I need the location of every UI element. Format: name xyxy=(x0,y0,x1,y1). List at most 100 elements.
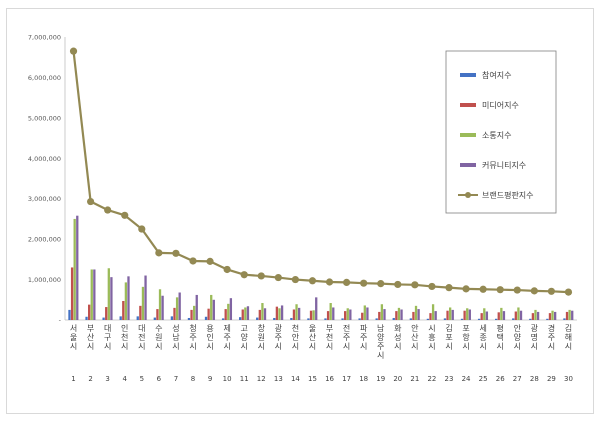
bar-4-13 xyxy=(280,305,284,320)
bar-4-4 xyxy=(127,276,130,320)
bar-2-5 xyxy=(139,305,142,320)
y-tick-label: 4,000,000 xyxy=(28,155,61,163)
y-tick-label: 7,000,000 xyxy=(28,34,61,42)
bar-3-28 xyxy=(534,309,537,320)
chart-frame: - 1,000,000 2,000,000 3,000,000 4,000,000 5,0… xyxy=(6,8,594,414)
line-point-26 xyxy=(496,286,504,294)
bar-3-19 xyxy=(380,304,384,320)
bar-3-26 xyxy=(500,307,503,320)
bar-1-16 xyxy=(324,318,327,320)
rank-label: 16 xyxy=(325,375,334,383)
line-series xyxy=(69,47,573,296)
y-tick-label: 6,000,000 xyxy=(28,74,61,82)
rank-label: 14 xyxy=(291,375,300,383)
bar-3-21 xyxy=(414,305,418,320)
bar-1-17 xyxy=(341,318,344,320)
bar-3-7 xyxy=(175,297,179,320)
bar-4-18 xyxy=(366,307,369,320)
line-point-3 xyxy=(104,206,112,214)
bar-1-21 xyxy=(409,318,412,320)
bar-3-24 xyxy=(466,308,469,320)
y-tick-label: 3,000,000 xyxy=(28,195,61,203)
bar-3-5 xyxy=(141,286,145,320)
line-point-6 xyxy=(155,249,163,257)
rank-label: 3 xyxy=(105,375,109,383)
y-tick-label: 2,000,000 xyxy=(28,236,61,244)
bar-2-13 xyxy=(275,306,279,320)
rank-label: 6 xyxy=(157,375,162,383)
legend-line-marker xyxy=(465,192,471,198)
bar-1-7 xyxy=(170,316,174,320)
bar-2-22 xyxy=(429,313,432,320)
bar-1-3 xyxy=(102,317,105,320)
rank-label: 23 xyxy=(445,375,454,383)
bar-2-7 xyxy=(173,307,176,320)
line-point-19 xyxy=(377,280,385,288)
bar-4-17 xyxy=(349,309,352,320)
bar-4-19 xyxy=(383,309,386,320)
legend-swatch-3 xyxy=(460,133,476,137)
bar-3-11 xyxy=(244,307,247,320)
bar-1-1 xyxy=(68,309,71,320)
bar-4-15 xyxy=(315,297,318,320)
bar-1-22 xyxy=(426,318,430,320)
rank-label: 30 xyxy=(564,375,573,383)
line-point-11 xyxy=(240,271,248,279)
bar-3-2 xyxy=(90,269,93,320)
rank-label: 27 xyxy=(513,375,522,383)
line-point-20 xyxy=(394,280,402,289)
rank-label: 9 xyxy=(208,375,212,383)
bar-4-28 xyxy=(536,311,540,320)
rank-label: 21 xyxy=(410,375,419,383)
bar-4-5 xyxy=(144,275,147,320)
bar-1-5 xyxy=(136,316,139,320)
line-point-29 xyxy=(547,287,556,295)
y-tick-label: - xyxy=(59,317,62,325)
legend-swatch-1 xyxy=(460,73,476,77)
bar-2-17 xyxy=(344,311,347,320)
bar-1-4 xyxy=(119,316,122,320)
line-point-22 xyxy=(428,282,436,291)
bar-3-29 xyxy=(551,310,554,320)
bar-2-30 xyxy=(565,311,569,320)
line-point-4 xyxy=(121,211,129,219)
bar-3-18 xyxy=(363,305,366,320)
bar-2-21 xyxy=(412,311,415,320)
category-labels: 서 울 시 부 산 시 대 구 시 인 천 시 대 전 시 수 원 시 성 남 시 청 주 시 용 인 시 제 주 시 고 양 시 창 원 시 광 주 시 천… xyxy=(70,323,572,360)
legend-label-4: 커뮤니티지수 xyxy=(482,160,526,170)
rank-label: 19 xyxy=(376,375,385,383)
line-point-27 xyxy=(513,286,521,294)
bar-1-29 xyxy=(546,318,549,320)
bar-4-12 xyxy=(263,308,267,320)
bar-3-14 xyxy=(295,304,298,320)
bar-2-18 xyxy=(361,312,364,320)
bar-2-24 xyxy=(463,310,466,320)
rank-label: 22 xyxy=(427,375,436,383)
bar-2-23 xyxy=(446,310,449,320)
bar-2-15 xyxy=(309,310,313,320)
bar-4-3 xyxy=(110,277,113,320)
bar-2-19 xyxy=(378,311,381,320)
bar-1-25 xyxy=(477,318,481,320)
line-point-23 xyxy=(445,284,453,292)
bar-2-11 xyxy=(241,309,244,320)
bar-4-9 xyxy=(212,299,215,320)
bar-2-29 xyxy=(548,313,552,320)
rank-label: 20 xyxy=(393,375,402,383)
